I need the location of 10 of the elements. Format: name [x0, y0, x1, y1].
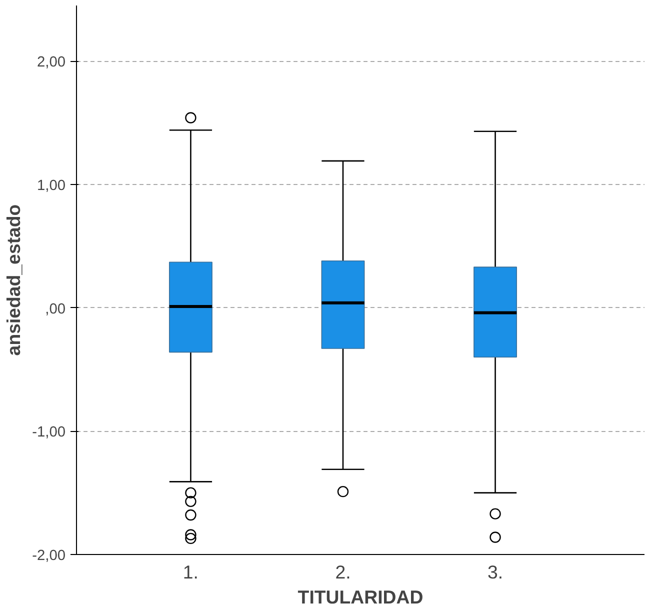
x-tick-label: 2.: [335, 562, 351, 582]
x-tick-label: 1.: [182, 562, 198, 582]
y-tick-label: ,00: [45, 301, 66, 318]
x-axis-title: TITULARIDAD: [298, 586, 424, 608]
y-axis-title: ansiedad_estado: [3, 204, 24, 356]
y-tick-label: 2,00: [36, 54, 66, 71]
x-tick-label: 3.: [487, 562, 504, 582]
y-tick-label: 1,00: [36, 178, 66, 194]
y-tick-label: -1,00: [32, 424, 66, 441]
y-tick-label: -2,00: [32, 548, 66, 564]
